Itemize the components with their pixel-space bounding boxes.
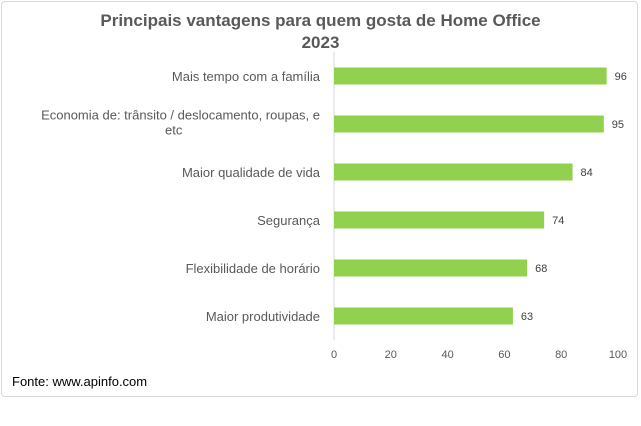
bar [334, 115, 604, 133]
x-tick-label: 60 [498, 349, 510, 361]
chart-title-line1: Principais vantagens para quem gosta de … [100, 11, 541, 30]
bar [334, 211, 545, 229]
source-note: Fonte: www.apinfo.com [12, 374, 148, 389]
category-label: Economia de: trânsito / deslocamento, ro… [41, 108, 320, 123]
data-label: 84 [581, 167, 593, 179]
category-label: etc [165, 123, 183, 138]
category-label: Maior produtividade [206, 309, 320, 324]
x-tick-label: 40 [441, 349, 453, 361]
bar [334, 67, 607, 85]
chart-title-line2: 2023 [301, 33, 340, 52]
category-label: Maior qualidade de vida [182, 165, 321, 180]
data-label: 74 [552, 215, 564, 227]
x-tick-label: 80 [555, 349, 567, 361]
chart-title: Principais vantagens para quem gosta de … [0, 10, 641, 54]
x-tick-label: 100 [609, 349, 627, 361]
x-tick-label: 20 [385, 349, 397, 361]
x-tick-label: 0 [331, 349, 337, 361]
category-label: Flexibilidade de horário [186, 261, 320, 276]
data-label: 68 [535, 263, 547, 275]
category-label: Segurança [257, 213, 321, 228]
bar [334, 259, 528, 277]
data-label: 63 [521, 311, 533, 323]
data-label: 96 [615, 71, 627, 83]
data-label: 95 [612, 119, 624, 131]
bar [334, 163, 573, 181]
category-label: Mais tempo com a família [172, 69, 321, 84]
chart-frame [1, 1, 638, 397]
bar [334, 307, 513, 325]
